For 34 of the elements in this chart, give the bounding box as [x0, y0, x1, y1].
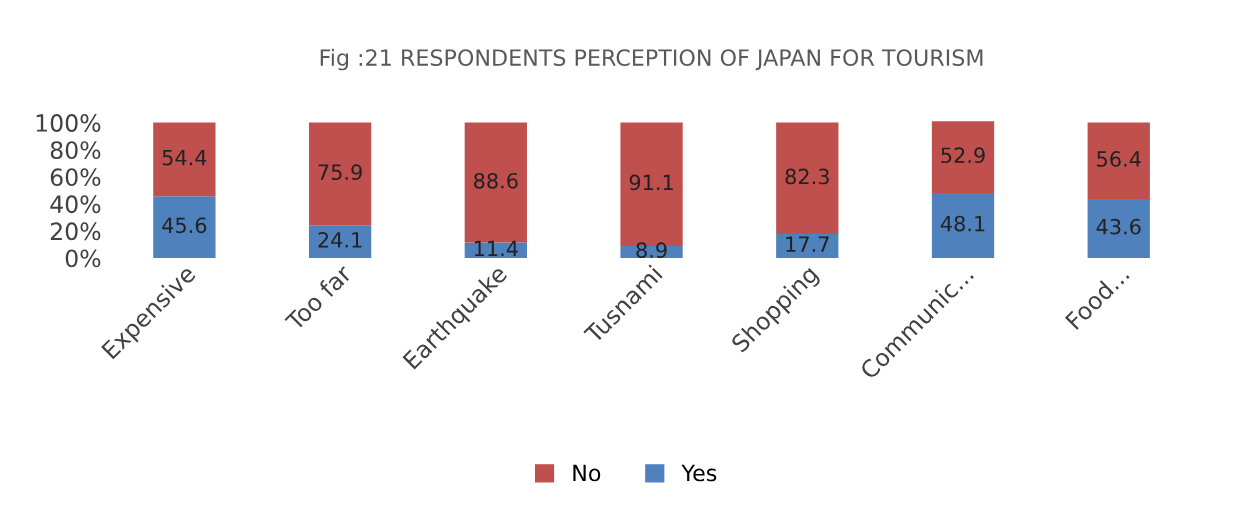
chart-title: Fig :21 RESPONDENTS PERCEPTION OF JAPAN FOR TOURISM — [320, 48, 983, 71]
y-tick-label: 20% — [50, 222, 101, 241]
data-label: 11.4 — [474, 240, 518, 257]
x-tick-label: Too far — [283, 262, 354, 332]
y-tick-label: 40% — [50, 195, 101, 214]
bar — [153, 196, 216, 258]
data-label: 54.4 — [162, 150, 207, 166]
bar — [308, 225, 372, 258]
bar — [1087, 122, 1150, 199]
bar — [153, 122, 216, 197]
legend-label: Yes — [681, 464, 717, 482]
data-label: 82.3 — [785, 168, 829, 185]
data-label: 56.4 — [1097, 151, 1141, 167]
data-label: 24.1 — [318, 231, 362, 248]
bar — [931, 121, 995, 193]
y-tick-label: 60% — [50, 168, 101, 187]
data-label: 48.1 — [940, 215, 985, 232]
legend-label: No — [573, 464, 601, 482]
bar — [776, 122, 839, 235]
bar — [1087, 198, 1150, 258]
data-label: 8.9 — [636, 242, 667, 259]
bar — [931, 192, 995, 258]
bar — [776, 234, 839, 258]
data-label: 52.9 — [941, 147, 985, 164]
data-label: 45.6 — [162, 217, 207, 234]
data-label: 43.6 — [1096, 218, 1141, 235]
bar — [308, 122, 372, 226]
y-tick-label: 100% — [36, 114, 101, 132]
data-label: 75.9 — [318, 164, 362, 181]
y-tick-label: 80% — [50, 141, 101, 159]
data-label: 88.6 — [474, 172, 518, 189]
y-tick-label: 0% — [65, 249, 101, 268]
data-label: 17.7 — [786, 236, 829, 252]
data-label: 91.1 — [629, 174, 673, 191]
